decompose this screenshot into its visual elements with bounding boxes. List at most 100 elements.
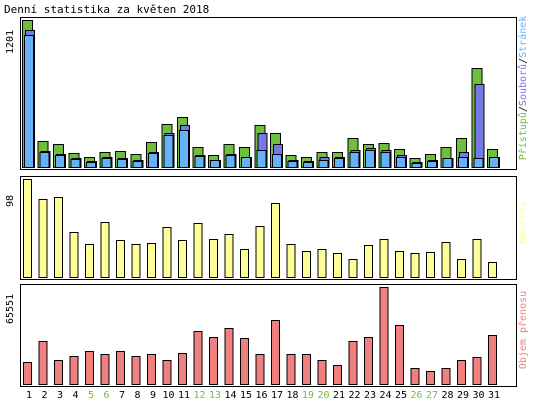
bar-Návštěv-14 (224, 234, 234, 278)
bar-Návštěv-19 (302, 251, 311, 278)
bar-Stránek-14 (225, 155, 236, 168)
bar-Objem přenosu-8 (131, 356, 141, 385)
y-max-label: 1201 (5, 30, 16, 54)
bar-Objem přenosu-17 (271, 320, 280, 385)
day-label-5: 5 (88, 390, 94, 401)
bar-Objem přenosu-10 (162, 360, 172, 385)
day-labels: 1 2 3 4 5 6 7 8 9 10 11 12 13 14 15 16 17 18 19 20 21 22 23 24 2… (26, 390, 500, 401)
bar-Objem přenosu-13 (209, 337, 218, 385)
panel-frame (20, 284, 517, 387)
bar-Stránek-15 (241, 157, 251, 168)
bar-Návštěv-30 (472, 239, 482, 278)
bar-Stránek-11 (179, 130, 189, 168)
bar-Návštěv-6 (100, 222, 110, 278)
bar-Objem přenosu-7 (116, 351, 125, 385)
bar-Návštěv-12 (193, 223, 203, 278)
bar-Návštěv-13 (209, 239, 218, 278)
bar-Návštěv-15 (240, 249, 249, 278)
bar-Stránek-23 (365, 150, 375, 168)
legend-entry: Souborů (517, 64, 529, 106)
bar-Souborů-30 (474, 84, 485, 168)
bar-Stránek-16 (256, 150, 267, 168)
bar-Návštěv-5 (85, 244, 94, 278)
bar-Objem přenosu-11 (178, 353, 187, 385)
day-label-1: 1 (26, 390, 32, 401)
bar-Návštěv-11 (178, 240, 187, 278)
bar-Návštěv-17 (271, 203, 280, 278)
bar-Stránek-2 (39, 152, 50, 168)
bar-Návštěv-8 (131, 244, 141, 278)
day-label-27: 27 (426, 390, 438, 401)
bar-Stránek-30 (473, 158, 484, 168)
bar-Stránek-26 (411, 163, 422, 168)
bar-Návštěv-7 (116, 240, 125, 278)
bar-Objem přenosu-3 (54, 360, 63, 385)
bar-Návštěv-23 (364, 245, 373, 278)
bar-Objem přenosu-27 (426, 371, 435, 385)
bar-Objem přenosu-1 (23, 362, 32, 385)
bar-Stránek-5 (86, 162, 96, 168)
bar-Objem přenosu-9 (147, 354, 156, 385)
bar-Návštěv-28 (441, 242, 451, 278)
bar-Objem přenosu-31 (488, 335, 497, 385)
bar-Objem přenosu-4 (69, 356, 79, 385)
bar-Stránek-21 (334, 158, 344, 168)
bar-Objem přenosu-22 (348, 341, 358, 385)
bar-Objem přenosu-2 (38, 341, 48, 385)
bar-Návštěv-27 (426, 252, 435, 278)
chart-panel-2: 98 Návštěv (5, 176, 529, 280)
legend-entry: Stránek (517, 16, 529, 58)
bar-Návštěv-16 (255, 226, 265, 278)
bar-Návštěv-22 (348, 259, 358, 278)
bar-Objem přenosu-14 (224, 328, 234, 385)
bar-Objem přenosu-29 (457, 360, 466, 385)
legend-entry: Návštěv (517, 201, 529, 243)
y-max-label: 65551 (5, 294, 16, 324)
bar-Stránek-24 (380, 152, 391, 168)
bar-Stránek-25 (396, 157, 406, 168)
page-title: Denní statistika za květen 2018 (4, 3, 209, 16)
bar-Návštěv-24 (379, 239, 389, 278)
bar-Stránek-8 (132, 161, 143, 168)
bar-Objem přenosu-24 (379, 287, 389, 385)
bar-Návštěv-3 (54, 197, 63, 278)
day-label-26: 26 (410, 390, 422, 401)
bar-Stránek-31 (489, 157, 499, 168)
legend-entry: Přístupů (517, 112, 529, 160)
y-max-label: 98 (5, 195, 16, 207)
bar-Stránek-10 (163, 135, 174, 168)
day-label-22: 22 (348, 390, 360, 401)
day-label-15: 15 (240, 390, 252, 401)
bar-Stránek-3 (55, 155, 65, 168)
chart-panels: 1201Přístupů/Souborů/Stránek98Návštěv655… (5, 16, 529, 387)
day-label-28: 28 (441, 390, 453, 401)
bar-Stránek-6 (101, 158, 112, 168)
bar-Stránek-18 (287, 161, 298, 168)
bar-Návštěv-31 (488, 262, 497, 278)
day-label-19: 19 (302, 390, 314, 401)
bar-Objem přenosu-23 (364, 337, 373, 385)
bar-Stránek-7 (117, 159, 127, 168)
day-label-8: 8 (134, 390, 140, 401)
bar-Objem přenosu-15 (240, 338, 249, 385)
day-label-10: 10 (162, 390, 174, 401)
day-label-21: 21 (333, 390, 345, 401)
day-label-31: 31 (488, 390, 500, 401)
day-label-30: 30 (472, 390, 484, 401)
day-label-13: 13 (209, 390, 221, 401)
bar-Objem přenosu-30 (472, 357, 482, 385)
legend-separator: / (518, 106, 529, 112)
bar-Stránek-17 (272, 154, 282, 168)
bar-Návštěv-1 (23, 179, 32, 278)
bar-Návštěv-25 (395, 251, 404, 278)
bar-Návštěv-18 (286, 244, 296, 278)
bar-Stránek-9 (148, 153, 158, 168)
day-label-12: 12 (193, 390, 205, 401)
bar-Stránek-22 (349, 152, 360, 168)
day-label-11: 11 (178, 390, 190, 401)
legend: Objem přenosu (517, 291, 529, 369)
bar-Návštěv-26 (410, 253, 420, 278)
bar-Objem přenosu-21 (333, 365, 342, 385)
